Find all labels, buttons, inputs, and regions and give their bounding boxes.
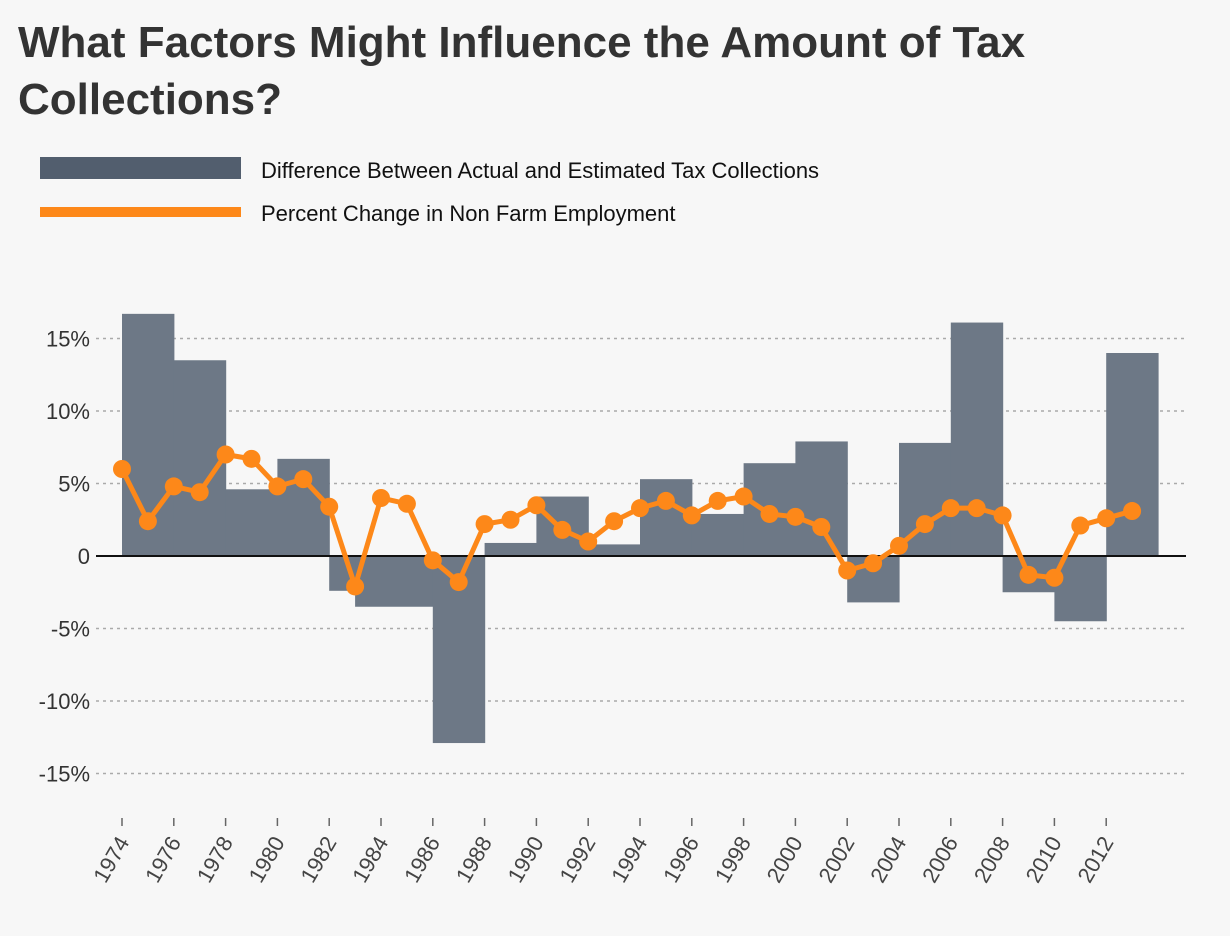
point-1996[interactable] [682,506,701,525]
point-2002[interactable] [838,561,857,580]
point-1989[interactable] [501,510,520,529]
y-tick-label: -15% [39,762,90,787]
point-1981[interactable] [294,470,313,489]
point-1976[interactable] [164,477,183,496]
x-tick-label: 2008 [969,832,1015,887]
bar-1996[interactable] [691,513,745,556]
x-tick-label: 1996 [658,832,704,887]
point-1987[interactable] [449,573,468,592]
bar-1988[interactable] [484,542,537,556]
y-tick-label: -5% [51,617,90,642]
x-tick-label: 1990 [503,832,549,887]
point-1978[interactable] [216,445,235,464]
x-axis-ticks: 1974 1976 1978 1980 1982 1984 1986 1988 1990 1992… [88,818,1119,887]
point-2009[interactable] [1019,565,1038,584]
bar-2000[interactable] [795,441,848,556]
legend-label-tax-difference: Difference Between Actual and Estimated … [261,158,820,183]
point-1990[interactable] [527,496,546,515]
legend-swatch-line [40,207,241,217]
bar-2006[interactable] [950,322,1004,556]
point-1985[interactable] [397,494,416,513]
x-tick-label: 1988 [451,832,497,887]
point-1975[interactable] [138,512,157,531]
x-tick-label: 2012 [1072,832,1118,887]
point-1986[interactable] [423,551,442,570]
point-1993[interactable] [605,512,624,531]
x-tick-label: 1978 [192,832,238,887]
point-2001[interactable] [812,518,831,536]
x-tick-label: 1986 [399,832,445,887]
point-1992[interactable] [579,532,598,551]
x-tick-label: 1992 [554,832,600,887]
y-tick-label: 0 [78,544,90,569]
point-1995[interactable] [656,491,675,510]
bar-1983[interactable] [355,556,434,607]
x-tick-label: 1982 [295,832,341,887]
legend-swatch-bar [40,157,241,179]
point-1999[interactable] [760,504,779,523]
point-1974[interactable] [113,460,131,478]
x-tick-label: 2000 [762,832,808,887]
point-2004[interactable] [890,536,908,555]
bar-2010[interactable] [1054,556,1107,622]
point-2007[interactable] [967,499,986,518]
point-1980[interactable] [268,477,287,496]
bar-1978[interactable] [225,489,278,556]
y-tick-label: -10% [39,689,90,714]
employment-points [113,445,1142,596]
point-1997[interactable] [708,491,727,510]
legend-label-employment-change: Percent Change in Non Farm Employment [261,201,676,226]
employment-line [119,452,1133,589]
x-tick-label: 1980 [244,832,290,887]
x-tick-label: 1984 [347,832,393,887]
point-2008[interactable] [993,506,1012,525]
x-tick-label: 1976 [140,832,186,887]
point-1984[interactable] [372,489,390,507]
x-tick-label: 2002 [813,832,859,887]
bar-2012[interactable] [1106,353,1159,556]
employment-series-line [119,452,1133,589]
point-2000[interactable] [786,507,805,526]
point-1977[interactable] [190,483,209,502]
point-1979[interactable] [242,449,261,468]
x-tick-label: 1974 [88,832,134,887]
x-tick-label: 2004 [865,832,911,887]
page-title: What Factors Might Influence the Amount … [18,18,1026,124]
x-tick-label: 1994 [606,832,652,887]
x-tick-label: 2006 [917,832,963,887]
point-1998[interactable] [734,487,753,506]
bars [122,313,1159,744]
y-tick-label: 15% [46,327,90,352]
point-1988[interactable] [475,515,494,534]
point-2012[interactable] [1097,509,1116,528]
point-1991[interactable] [553,520,572,539]
bar-1992[interactable] [588,544,641,556]
point-2003[interactable] [864,554,883,573]
y-tick-label: 10% [46,399,90,424]
x-tick-label: 1998 [710,832,756,887]
point-2013[interactable] [1123,502,1142,521]
combo-chart: 15%10%5%0-5%-10%-15% 1974 1976 1978 1980 198… [39,313,1186,887]
point-2005[interactable] [915,515,934,534]
point-1983[interactable] [346,577,365,596]
y-tick-label: 5% [58,472,90,497]
point-1994[interactable] [631,499,649,518]
point-1982[interactable] [320,497,339,516]
point-2010[interactable] [1045,568,1064,587]
point-2006[interactable] [941,499,960,518]
y-axis-ticks: 15% 10% 5% 0 -5% -10% -15% [39,327,90,787]
point-2011[interactable] [1071,516,1090,535]
x-tick-label: 2010 [1021,832,1067,887]
